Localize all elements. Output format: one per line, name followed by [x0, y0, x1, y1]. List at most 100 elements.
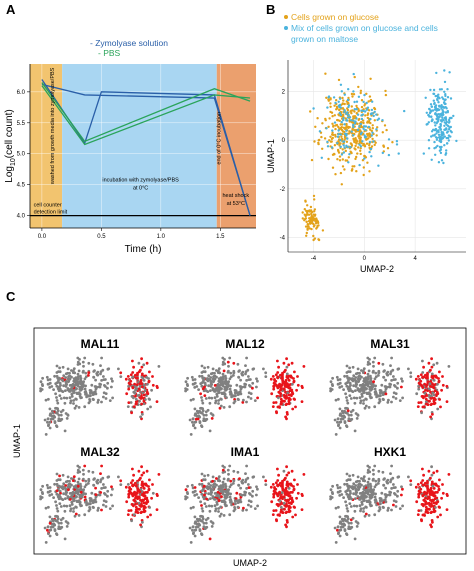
cell-background	[350, 497, 353, 501]
cell-background	[251, 381, 255, 385]
cell-background	[227, 477, 230, 481]
cell-expressing	[401, 487, 404, 491]
cell-background	[59, 419, 62, 422]
cell-expressing	[424, 502, 427, 506]
cell-expressing	[211, 479, 215, 483]
cell-background	[205, 389, 209, 393]
scatter-point	[435, 71, 438, 75]
zone-label-incubation: incubation with zymolyase/PBS	[102, 178, 179, 184]
scatter-point	[357, 146, 360, 149]
cell-background	[211, 414, 215, 417]
cell-expressing	[414, 485, 418, 489]
scatter-point	[362, 166, 365, 169]
cell-expressing	[285, 402, 289, 406]
cell-background	[197, 496, 201, 499]
cell-expressing	[428, 507, 431, 511]
cell-background	[232, 374, 235, 377]
cell-expressing	[277, 365, 280, 369]
legend-text-3: grown on maltose	[291, 34, 358, 44]
cell-expressing	[272, 495, 276, 499]
scatter-point	[344, 159, 347, 162]
cell-background	[221, 363, 225, 366]
scatter-point	[448, 71, 451, 74]
legend-marker-2	[284, 26, 288, 30]
scatter-point	[395, 140, 399, 143]
cell-background	[349, 505, 353, 508]
scatter-point	[444, 94, 447, 98]
cell-expressing	[419, 373, 423, 377]
cell-background	[87, 361, 91, 365]
scatter-point	[337, 100, 340, 104]
cell-background	[59, 527, 62, 530]
scatter-point	[320, 156, 323, 159]
scatter-point	[358, 125, 361, 128]
scatter-point	[428, 107, 431, 111]
cell-expressing	[272, 509, 276, 512]
scatter-point	[359, 145, 363, 148]
cell-background	[81, 493, 85, 496]
cell-expressing	[377, 361, 381, 365]
cell-background	[142, 402, 146, 406]
scatter-point	[384, 93, 388, 97]
cell-background	[126, 405, 130, 408]
cell-background	[221, 384, 225, 388]
scatter-point	[339, 145, 342, 148]
scatter-point	[346, 101, 350, 104]
cell-background	[48, 486, 52, 489]
cell-expressing	[124, 485, 128, 489]
scatter-point	[333, 121, 337, 124]
cell-background	[366, 468, 370, 472]
cell-background	[361, 479, 365, 482]
cell-background	[195, 493, 199, 496]
scatter-point	[310, 212, 313, 216]
cell-background	[344, 500, 347, 504]
cell-background	[209, 389, 212, 392]
cell-expressing	[276, 494, 280, 497]
cell-expressing	[140, 372, 144, 376]
cell-background	[244, 370, 248, 373]
cell-background	[345, 507, 349, 510]
cell-background	[95, 480, 99, 483]
cell-expressing	[140, 357, 144, 361]
cell-expressing	[288, 383, 291, 387]
cell-background	[341, 411, 345, 415]
y-tick-label-b: 2	[282, 90, 286, 96]
cell-expressing	[133, 499, 137, 503]
cell-background	[200, 396, 203, 399]
scatter-point	[365, 108, 369, 111]
scatter-point	[368, 140, 372, 144]
cell-expressing	[302, 473, 306, 476]
cell-background	[375, 503, 378, 507]
cell-expressing	[155, 400, 159, 403]
scatter-point	[308, 222, 312, 225]
scatter-point	[427, 139, 431, 142]
cell-background	[419, 509, 423, 512]
cell-background	[227, 380, 231, 384]
cell-expressing	[55, 489, 59, 493]
scatter-point	[310, 227, 313, 231]
cell-expressing	[421, 467, 424, 471]
cell-expressing	[438, 370, 441, 374]
cell-background	[63, 509, 67, 513]
cell-background	[286, 391, 290, 395]
cell-background	[389, 480, 392, 484]
cell-expressing	[276, 375, 280, 379]
cell-expressing	[419, 379, 423, 383]
cell-background	[364, 404, 368, 408]
cell-expressing	[409, 479, 413, 483]
cell-background	[102, 391, 106, 395]
x-axis-label-c: UMAP-2	[233, 558, 267, 568]
cell-background	[346, 401, 350, 405]
scatter-point	[440, 145, 443, 149]
cell-background	[132, 513, 136, 516]
scatter-point	[365, 92, 368, 96]
cell-background	[329, 380, 333, 384]
cell-background	[341, 417, 345, 421]
zone-band-2	[62, 64, 217, 228]
cell-background	[352, 384, 355, 388]
cell-expressing	[421, 386, 425, 389]
cell-background	[343, 374, 346, 378]
cell-background	[74, 404, 78, 408]
cell-background	[279, 505, 283, 509]
